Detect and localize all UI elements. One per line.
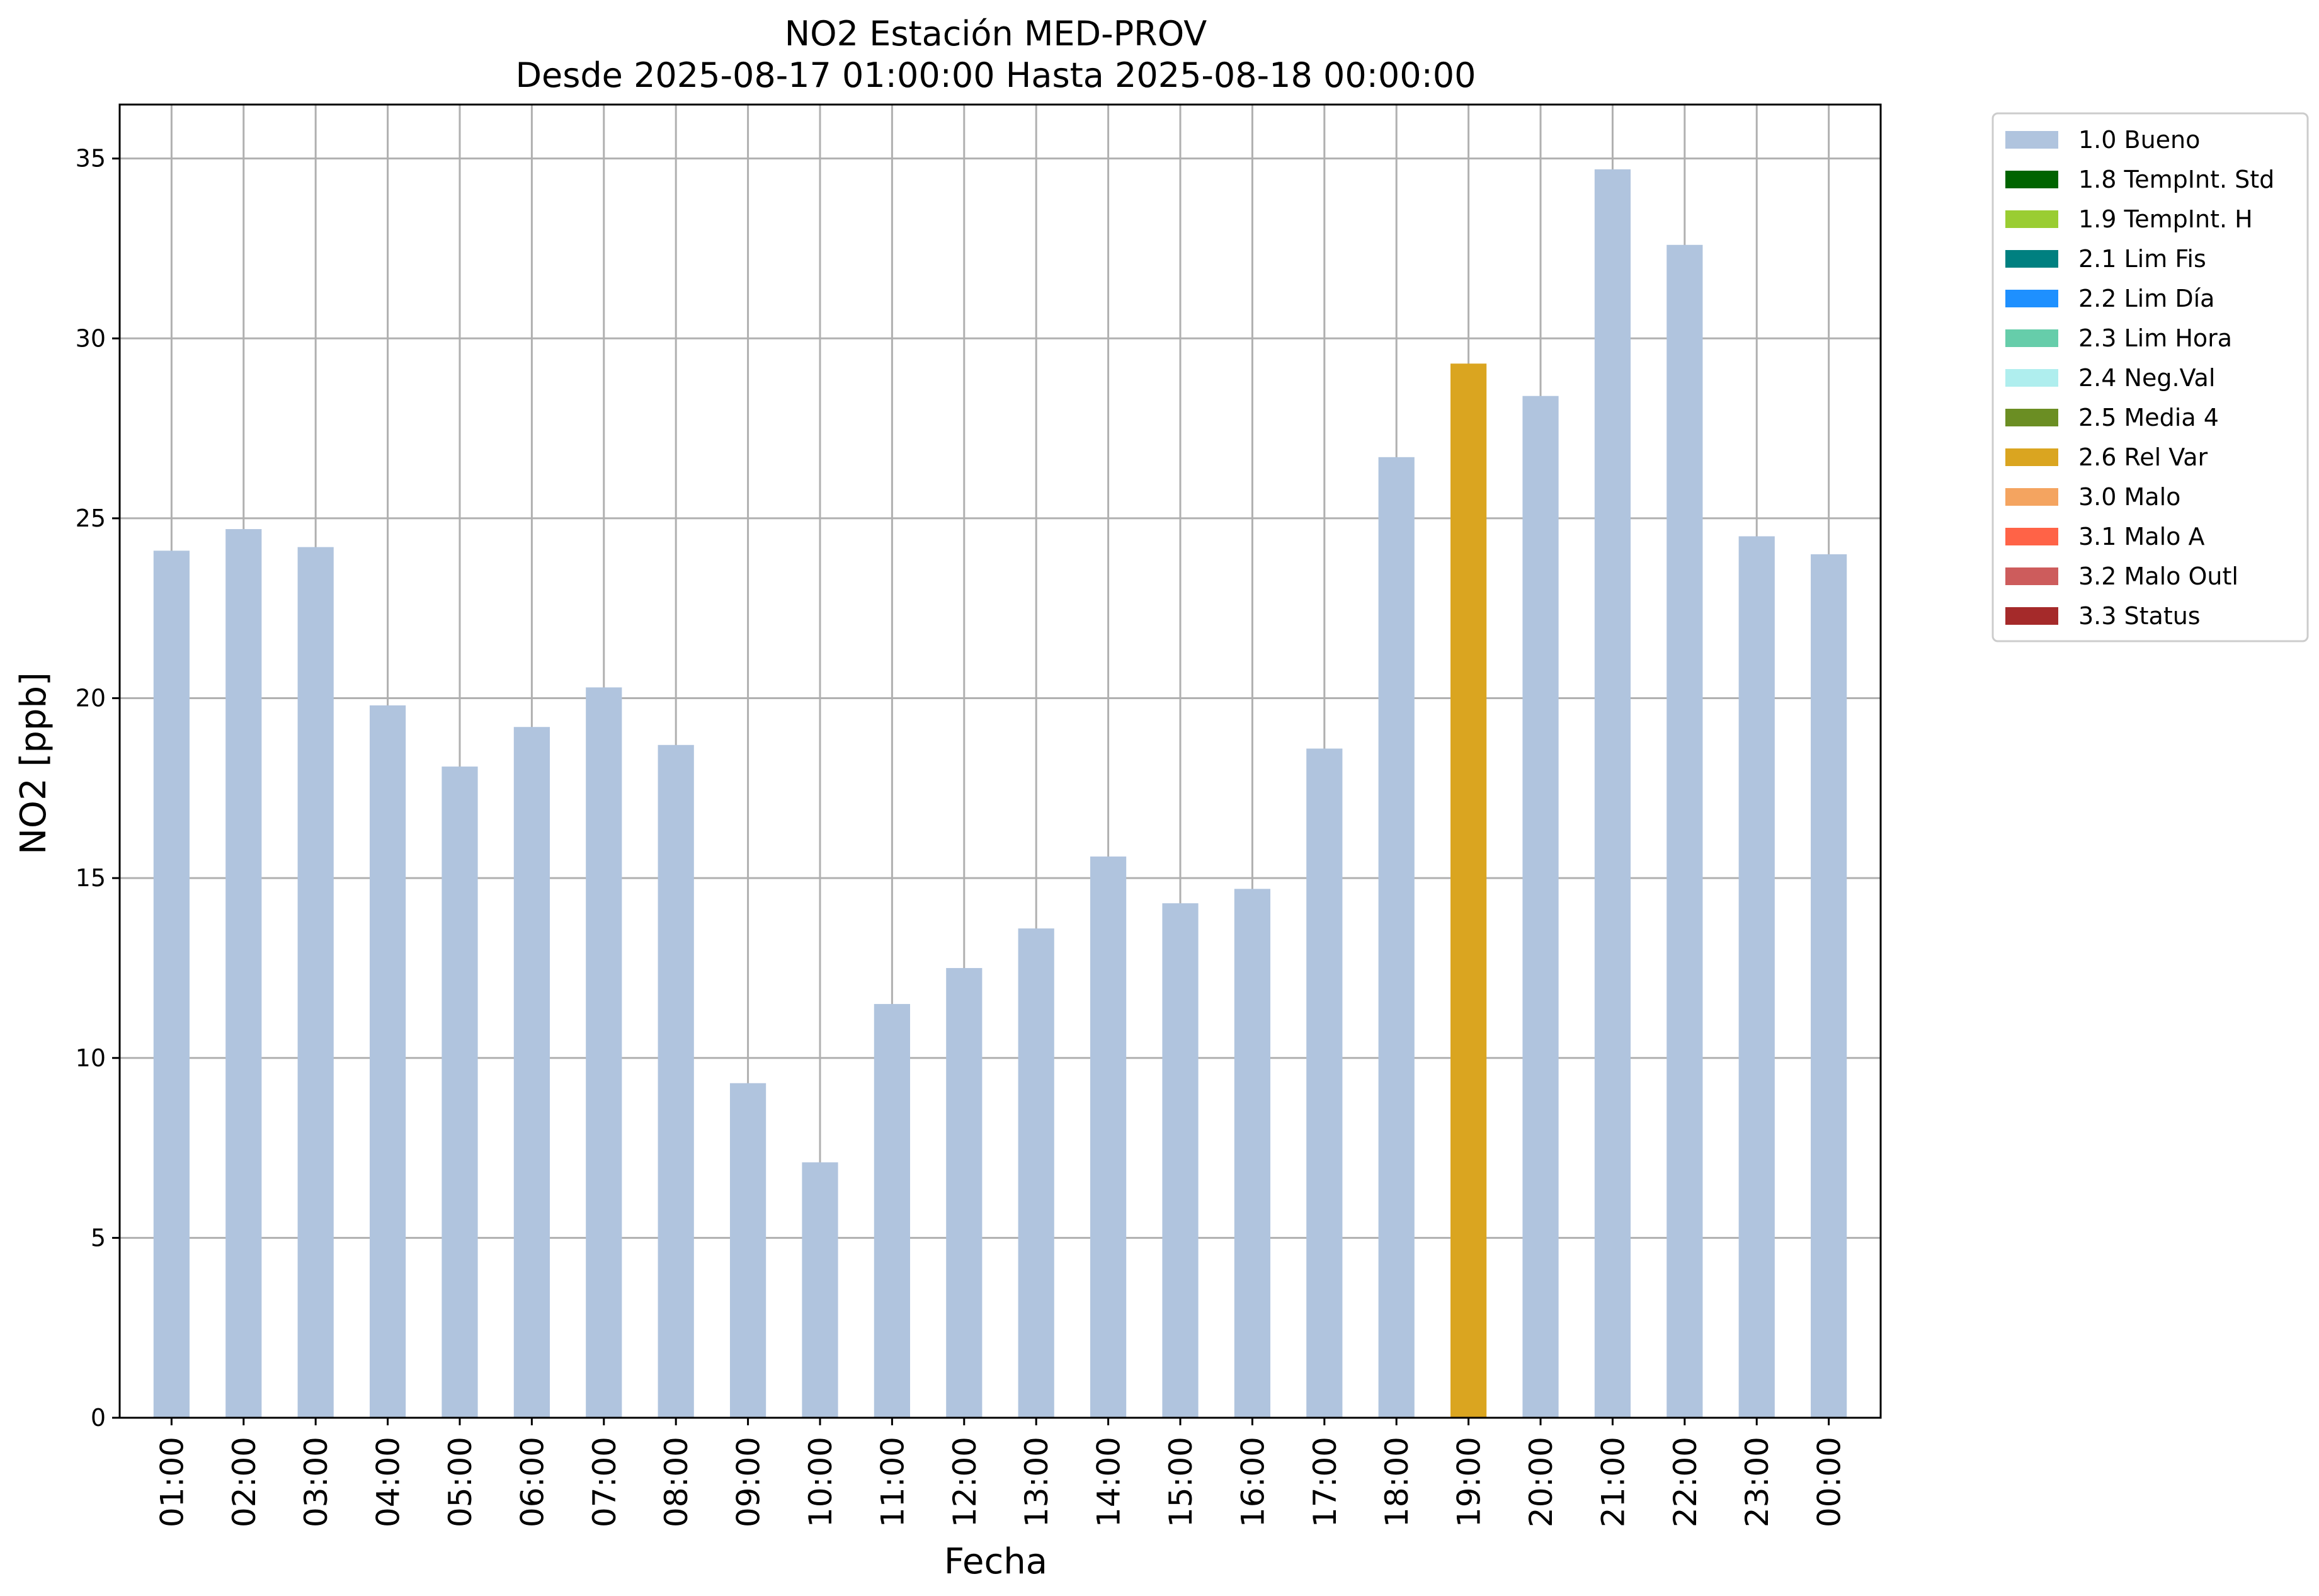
legend-label: 3.1 Malo A: [2078, 523, 2204, 550]
plot-frame: [118, 103, 1882, 1419]
legend-swatch: [2005, 567, 2058, 585]
bar: [802, 1162, 838, 1418]
y-axis-ticks: 0 5 10 15 20 25 30 35: [76, 145, 120, 1432]
x-tick-label: 06:00: [514, 1437, 550, 1527]
legend-label: 1.9 TempInt. H: [2078, 205, 2253, 233]
x-tick-label: 05:00: [442, 1437, 479, 1527]
legend-label: 1.0 Bueno: [2078, 126, 2200, 154]
legend-label: 2.2 Lim Día: [2078, 285, 2214, 312]
x-tick-label: 18:00: [1379, 1437, 1415, 1527]
legend-label: 3.3 Status: [2078, 602, 2201, 630]
chart-subtitle: Desde 2025-08-17 01:00:00 Hasta 2025-08-…: [515, 55, 1476, 95]
bar: [1450, 363, 1487, 1418]
bar: [1378, 457, 1415, 1418]
x-tick-label: 03:00: [298, 1437, 334, 1527]
bar: [1306, 748, 1343, 1418]
bar: [442, 767, 478, 1418]
x-tick-label: 04:00: [370, 1437, 407, 1527]
bar: [946, 967, 983, 1418]
bar: [369, 705, 406, 1418]
legend-frame: [1991, 112, 2309, 642]
y-tick-label: 30: [76, 324, 106, 352]
x-tick-label: 08:00: [658, 1437, 695, 1527]
legend-swatch: [2005, 290, 2058, 307]
x-tick-label: 12:00: [947, 1437, 983, 1527]
x-axis-ticks: 01:00 02:00 03:00 04:00 05:00 06:00 07:00 08:00…: [154, 1418, 1848, 1527]
legend-label: 2.1 Lim Fis: [2078, 245, 2206, 273]
legend-swatch: [2005, 329, 2058, 347]
legend-swatch: [2005, 369, 2058, 387]
legend-swatch: [2005, 448, 2058, 466]
x-tick-label: 09:00: [731, 1437, 767, 1527]
legend: 1.0 Bueno 1.8 TempInt. Std 1.9 TempInt. H 2…: [1991, 112, 2309, 642]
legend-label: 3.0 Malo: [2078, 483, 2180, 511]
y-tick-label: 25: [76, 504, 106, 532]
x-tick-label: 00:00: [1811, 1437, 1848, 1527]
bar: [153, 550, 190, 1418]
x-tick-label: 11:00: [874, 1437, 911, 1527]
legend-label: 2.5 Media 4: [2078, 404, 2219, 431]
chart-title: NO2 Estación MED-PROV: [785, 14, 1207, 54]
x-tick-label: 17:00: [1307, 1437, 1343, 1527]
legend-swatch: [2005, 131, 2058, 149]
bar: [586, 687, 622, 1418]
legend-label: 2.6 Rel Var: [2078, 443, 2208, 471]
bar: [658, 744, 694, 1418]
bar: [1811, 554, 1847, 1418]
x-tick-label: 13:00: [1018, 1437, 1055, 1527]
legend-swatch: [2005, 528, 2058, 545]
bar: [1594, 169, 1631, 1418]
legend-swatch: [2005, 210, 2058, 228]
bar: [297, 547, 334, 1418]
x-tick-label: 02:00: [226, 1437, 263, 1527]
y-tick-label: 10: [76, 1044, 106, 1072]
legend-swatch: [2005, 409, 2058, 426]
bar: [729, 1083, 766, 1418]
bar: [225, 529, 262, 1418]
legend-swatch: [2005, 607, 2058, 625]
bar: [1738, 536, 1775, 1418]
x-tick-label: 16:00: [1234, 1437, 1271, 1527]
legend-label: 1.8 TempInt. Std: [2078, 166, 2274, 193]
x-tick-label: 19:00: [1451, 1437, 1488, 1527]
x-tick-label: 01:00: [154, 1437, 190, 1527]
legend-swatch: [2005, 488, 2058, 506]
legend-swatch: [2005, 171, 2058, 188]
y-tick-label: 15: [76, 864, 106, 892]
y-tick-label: 5: [91, 1224, 106, 1251]
x-axis-label: Fecha: [944, 1541, 1047, 1582]
x-tick-label: 15:00: [1163, 1437, 1199, 1527]
y-tick-label: 20: [76, 685, 106, 712]
x-tick-label: 07:00: [586, 1437, 623, 1527]
y-tick-label: 35: [76, 145, 106, 173]
y-tick-label: 0: [91, 1404, 106, 1432]
x-tick-label: 23:00: [1739, 1437, 1775, 1527]
legend-label: 2.4 Neg.Val: [2078, 364, 2215, 392]
bar: [874, 1004, 910, 1418]
legend-label: 2.3 Lim Hora: [2078, 324, 2232, 352]
bars: [153, 169, 1847, 1418]
bar: [1018, 928, 1054, 1418]
y-axis-label: NO2 [ppb]: [13, 672, 54, 855]
legend-swatch: [2005, 250, 2058, 268]
x-tick-label: 21:00: [1595, 1437, 1631, 1527]
bar: [1667, 244, 1703, 1418]
x-tick-label: 10:00: [802, 1437, 839, 1527]
bar: [1234, 889, 1271, 1418]
bar: [1522, 396, 1559, 1418]
x-tick-label: 22:00: [1667, 1437, 1704, 1527]
x-tick-label: 14:00: [1091, 1437, 1127, 1527]
bar: [513, 727, 550, 1418]
x-tick-label: 20:00: [1523, 1437, 1559, 1527]
bar: [1162, 903, 1199, 1418]
bar: [1090, 856, 1127, 1418]
legend-label: 3.2 Malo Outl: [2078, 562, 2238, 590]
